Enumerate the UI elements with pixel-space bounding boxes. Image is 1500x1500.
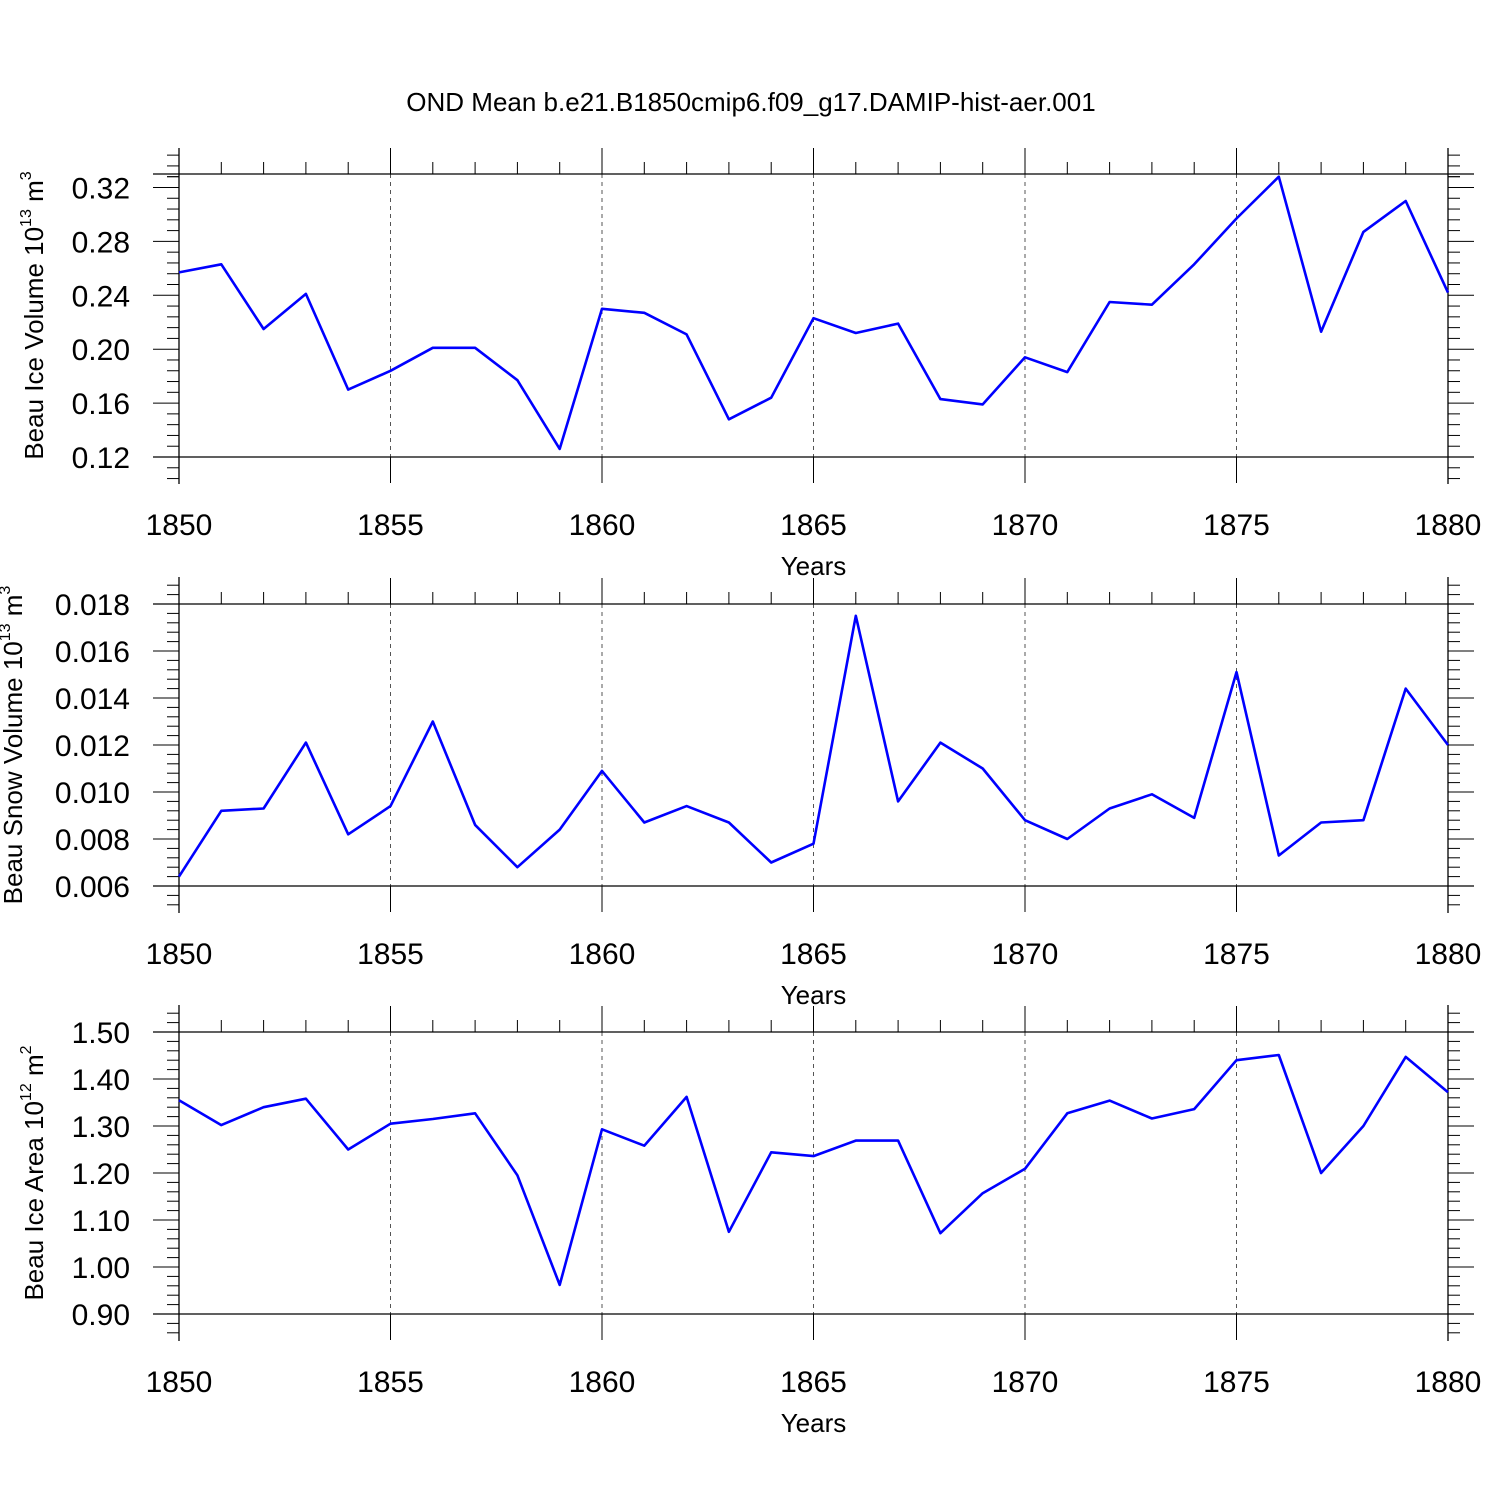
- x-tick-label: 1875: [1203, 1366, 1270, 1399]
- y-tick-label: 0.20: [72, 334, 130, 367]
- series-line: [178, 1053, 1449, 1287]
- y-tick-label: 0.28: [72, 226, 130, 259]
- y-tick-label: 0.12: [72, 442, 130, 475]
- x-tick-label: 1875: [1203, 938, 1270, 971]
- x-axis-title: Years: [781, 1408, 847, 1438]
- y-tick-label: 0.012: [55, 730, 130, 763]
- series-line: [178, 175, 1450, 451]
- x-tick-label: 1855: [357, 938, 424, 971]
- y-axis-title-main: Beau Snow Volume 10: [0, 641, 28, 904]
- y-axis-title-unit-exp: 2: [18, 1045, 35, 1054]
- y-axis-title: Beau Snow Volume 1013 m3: [0, 586, 28, 905]
- x-tick-label: 1850: [146, 509, 213, 542]
- y-tick-label: 0.010: [55, 777, 130, 810]
- x-tick-label: 1855: [357, 1366, 424, 1399]
- y-tick-label: 0.16: [72, 388, 130, 421]
- y-axis-title-unit: m: [19, 180, 49, 209]
- x-tick-label: 1875: [1203, 509, 1270, 542]
- y-tick-label: 1.20: [72, 1158, 130, 1191]
- y-tick-label: 0.24: [72, 280, 130, 313]
- x-tick-label: 1870: [992, 509, 1059, 542]
- figure-title: OND Mean b.e21.B1850cmip6.f09_g17.DAMIP-…: [406, 87, 1095, 117]
- panels: 1850 1855 1860 1865 1870 1875 1880 0.12 0.16 0.20…: [0, 148, 1481, 1438]
- x-tick-label: 1880: [1415, 509, 1482, 542]
- y-axis-title: Beau Ice Volume 1013 m3: [18, 171, 49, 459]
- x-tick-label: 1860: [569, 1366, 636, 1399]
- y-tick-label: 1.10: [72, 1205, 130, 1238]
- y-axis-title-unit: m: [19, 1054, 49, 1083]
- y-tick-label: 0.006: [55, 871, 130, 904]
- panel-2: 1850 1855 1860 1865 1870 1875 1880 0.006 0.008 0.…: [0, 577, 1481, 1010]
- x-tick-label: 1850: [146, 938, 213, 971]
- panel-1: 1850 1855 1860 1865 1870 1875 1880 0.12 0.16 0.20…: [18, 148, 1481, 581]
- y-tick-label: 1.50: [72, 1017, 130, 1050]
- y-axis-title-unit-exp: 3: [0, 586, 14, 595]
- y-tick-label: 0.90: [72, 1299, 130, 1332]
- x-tick-label: 1855: [357, 509, 424, 542]
- y-axis-title-unit-exp: 3: [18, 171, 35, 180]
- y-tick-label: 1.40: [72, 1064, 130, 1097]
- y-axis-title-main: Beau Ice Volume 10: [19, 227, 49, 460]
- x-axis-title: Years: [781, 980, 847, 1010]
- y-axis-title-unit: m: [0, 595, 28, 624]
- y-axis-title-main: Beau Ice Area 10: [19, 1101, 49, 1300]
- y-tick-label: 1.00: [72, 1252, 130, 1285]
- y-tick-label: 0.008: [55, 824, 130, 857]
- y-tick-label: 1.30: [72, 1111, 130, 1144]
- x-tick-label: 1870: [992, 938, 1059, 971]
- x-tick-label: 1880: [1415, 1366, 1482, 1399]
- x-tick-label: 1850: [146, 1366, 213, 1399]
- y-axis-title-exp: 12: [18, 1083, 35, 1101]
- y-tick-label: 0.018: [55, 589, 130, 622]
- y-tick-label: 0.32: [72, 172, 130, 205]
- y-tick-label: 0.014: [55, 683, 130, 716]
- panel-3: 1850 1855 1860 1865 1870 1875 1880 0.90 1.00 1.10…: [18, 1005, 1481, 1438]
- x-axis-title: Years: [781, 551, 847, 581]
- x-tick-label: 1865: [780, 509, 847, 542]
- y-tick-label: 0.016: [55, 636, 130, 669]
- x-tick-label: 1880: [1415, 938, 1482, 971]
- y-axis-title-exp: 13: [18, 209, 35, 227]
- x-tick-label: 1865: [780, 1366, 847, 1399]
- y-axis-title: Beau Ice Area 1012 m2: [18, 1045, 49, 1300]
- x-tick-label: 1860: [569, 509, 636, 542]
- series-line: [177, 614, 1450, 878]
- y-axis-title-exp: 13: [0, 623, 14, 641]
- x-tick-label: 1860: [569, 938, 636, 971]
- x-tick-label: 1870: [992, 1366, 1059, 1399]
- x-tick-label: 1865: [780, 938, 847, 971]
